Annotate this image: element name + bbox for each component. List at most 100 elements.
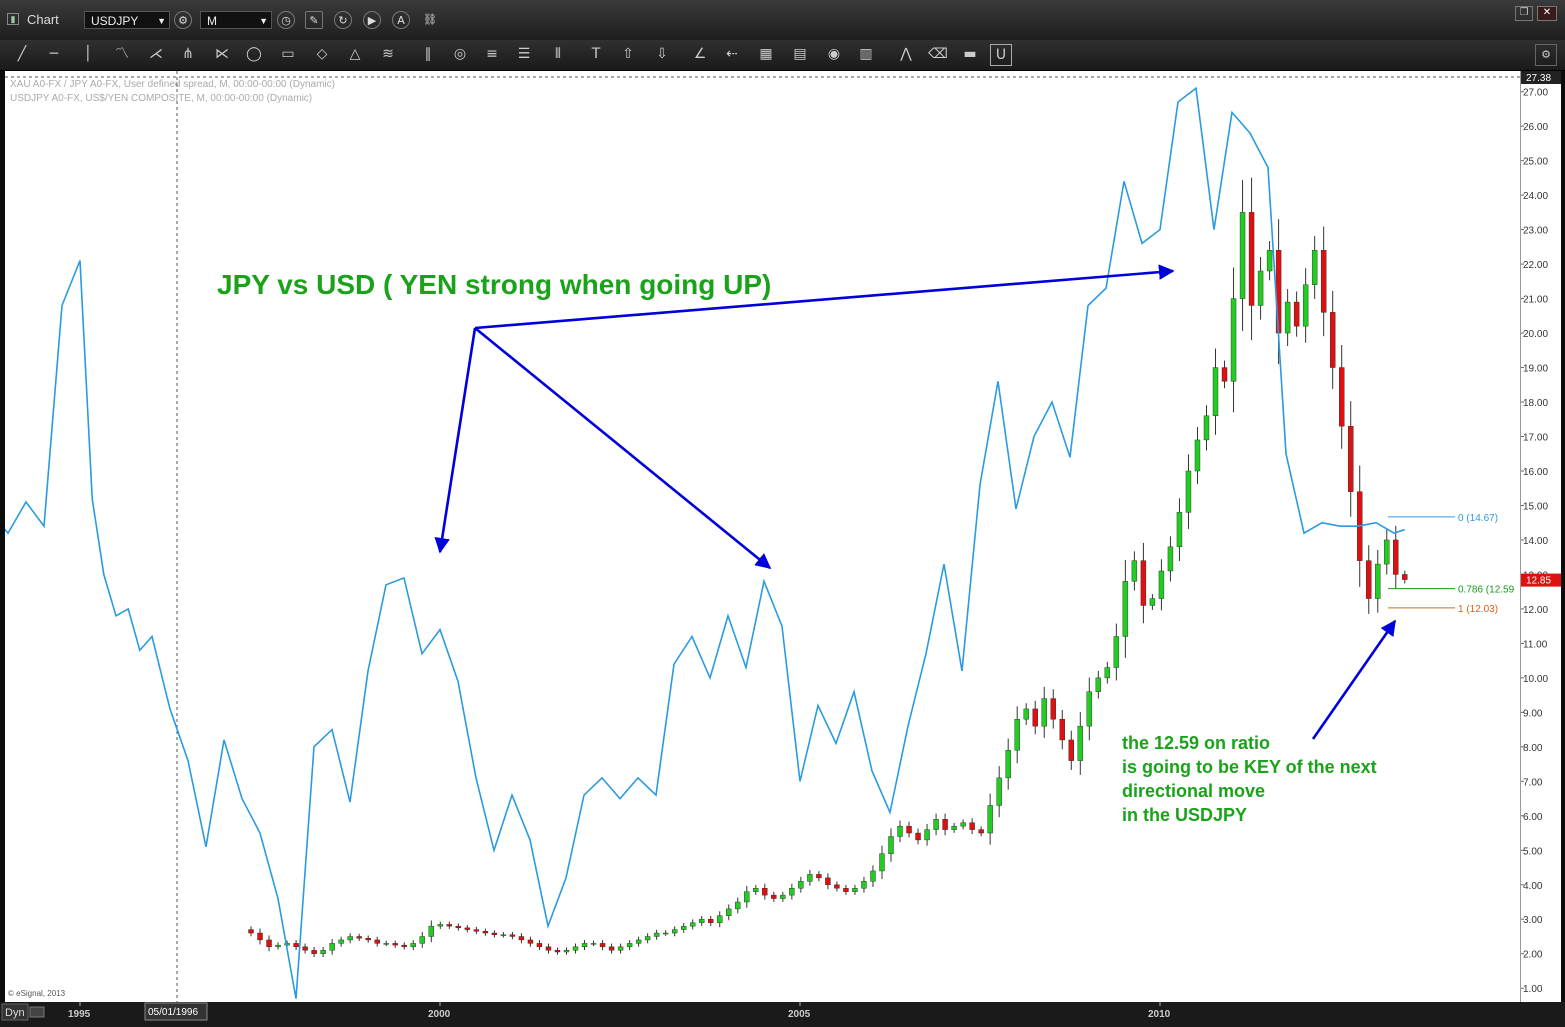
- arrow-up-tool-icon[interactable]: ⇧: [622, 46, 634, 62]
- gann-fan-tool-icon[interactable]: ⋌: [149, 46, 163, 62]
- rectangle-tool-icon[interactable]: ▭: [281, 46, 295, 62]
- candle-body: [906, 825, 912, 834]
- horizontal-line-tool-icon[interactable]: ─: [49, 46, 59, 62]
- copyright-text: © eSignal, 2013: [8, 989, 66, 998]
- candle-body: [834, 884, 840, 889]
- legend-line-1: XAU A0-FX / JPY A0-FX, User defined spre…: [10, 79, 335, 90]
- legend-line-2: USDJPY A0-FX, US$/YEN COMPOSITE, M, 00:0…: [10, 93, 312, 104]
- zigzag-tool-icon[interactable]: ⋀: [900, 46, 912, 62]
- eraser-tool-icon[interactable]: ⌫: [928, 46, 948, 62]
- note-annotation-line: is going to be KEY of the next: [1122, 757, 1377, 777]
- candle-body: [275, 944, 281, 948]
- candle-body: [1059, 719, 1065, 741]
- candle-body: [825, 877, 831, 885]
- candle-body: [780, 894, 786, 899]
- clock-icon[interactable]: ◷: [277, 11, 295, 29]
- candle-body: [1014, 719, 1020, 751]
- pencil-icon[interactable]: ✎: [305, 11, 323, 29]
- candle-body: [1221, 367, 1228, 382]
- time-axis[interactable]: 1995 2000 2005 2010 Dyn 05/01/1996: [0, 1002, 1565, 1027]
- candle-body: [1320, 250, 1327, 313]
- candle-body: [969, 822, 975, 830]
- link-icon[interactable]: ⛓: [423, 13, 437, 26]
- time-zones-tool-icon[interactable]: ⦀: [554, 46, 562, 62]
- arrow-down-tool-icon[interactable]: ⇩: [656, 46, 668, 62]
- chevron-down-icon[interactable]: ▼: [259, 16, 268, 26]
- fibonacci-extension-tool-icon[interactable]: ☰: [517, 46, 531, 62]
- y-tick-label: 4.00: [1523, 881, 1543, 892]
- candle-body: [762, 888, 768, 896]
- interval-field[interactable]: M ▼: [200, 11, 272, 29]
- pti-tool-icon[interactable]: ▥: [859, 46, 873, 62]
- chart-plot-area[interactable]: 0 (14.67) 0.786 (12.59 1 (12.03) XAU A0-FX…: [5, 71, 1520, 1002]
- refresh-icon[interactable]: ↻: [334, 11, 352, 29]
- t3-tool-icon[interactable]: ◉: [827, 46, 841, 62]
- candle-body: [1068, 739, 1074, 761]
- chevron-down-icon[interactable]: ▼: [157, 16, 166, 26]
- candle-body: [888, 836, 894, 854]
- vertical-line-tool-icon[interactable]: │: [83, 46, 93, 62]
- candle-body: [987, 805, 993, 834]
- y-tick-label: 16.00: [1523, 467, 1548, 478]
- close-window-icon[interactable]: ✕: [1537, 6, 1557, 21]
- triangle-tool-icon[interactable]: △: [349, 46, 361, 62]
- y-tick-label: 11.00: [1523, 639, 1548, 650]
- price-axis-svg: 27.00 26.00 25.00 24.00 23.00 22.00 21.00 20.00…: [1521, 71, 1561, 995]
- candle-body: [419, 936, 425, 944]
- restore-window-icon[interactable]: ❐: [1515, 6, 1533, 21]
- candle-body: [735, 901, 741, 910]
- settings-icon[interactable]: ⚙: [174, 11, 192, 29]
- comment-tool-icon[interactable]: ▬: [963, 46, 977, 62]
- candle-body: [843, 888, 849, 892]
- fibonacci-retracement-tool-icon[interactable]: ≡: [486, 46, 498, 62]
- candle-body: [383, 943, 389, 945]
- candle-body: [257, 932, 263, 941]
- candle-body: [473, 929, 480, 932]
- y-tick-label: 18.00: [1523, 398, 1548, 409]
- time-axis-svg: 1995 2000 2005 2010 Dyn 05/01/1996: [0, 1002, 1565, 1027]
- arrow-left-tool-icon[interactable]: ⇠: [726, 46, 738, 62]
- candle-body: [320, 950, 326, 954]
- trendline-tool-icon[interactable]: ╱: [17, 46, 27, 62]
- candle-body: [599, 943, 606, 948]
- ellipse-tool-icon[interactable]: ◯: [246, 46, 262, 62]
- candle-body: [356, 936, 362, 939]
- candle-body: [1167, 546, 1174, 572]
- ratio-series-line: [5, 86, 1406, 999]
- mob-tool-icon[interactable]: ▤: [793, 46, 807, 62]
- y-tick-label: 9.00: [1523, 708, 1543, 719]
- last-price-tag: 12.85: [1526, 576, 1551, 587]
- speed-lines-tool-icon[interactable]: ⋉: [215, 46, 229, 62]
- candle-body: [671, 929, 678, 934]
- channel-tool-icon[interactable]: ≋: [382, 46, 394, 62]
- candle-body: [861, 881, 867, 889]
- text-tool-icon[interactable]: T: [591, 46, 601, 62]
- polyline-tool-icon[interactable]: 〽: [115, 46, 129, 62]
- candle-body: [608, 946, 615, 951]
- price-axis[interactable]: 27.00 26.00 25.00 24.00 23.00 22.00 21.00 20.00…: [1520, 71, 1561, 1002]
- chart-plot-svg[interactable]: 0 (14.67) 0.786 (12.59 1 (12.03) XAU A0-FX…: [5, 71, 1520, 1002]
- arrow-to-2011-peak: [474, 264, 1175, 330]
- fib-label-0-786: 0.786 (12.59: [1458, 585, 1515, 596]
- candle-body: [996, 777, 1002, 806]
- candle-body: [401, 944, 407, 948]
- angle-tool-icon[interactable]: ∠: [693, 46, 707, 62]
- window-title: Chart: [27, 12, 59, 27]
- candle-body: [1032, 708, 1038, 727]
- magnet-tool-icon[interactable]: U: [990, 44, 1012, 66]
- cycles-tool-icon[interactable]: ◎: [453, 46, 467, 62]
- diamond-tool-icon[interactable]: ◇: [316, 46, 328, 62]
- grid-tool-icon[interactable]: ▦: [759, 46, 773, 62]
- candle-body: [662, 932, 669, 935]
- symbol-field[interactable]: USDJPY ▼: [84, 11, 170, 29]
- candle-body: [1302, 284, 1309, 327]
- candle-body: [1131, 560, 1138, 582]
- toolbar-settings-icon[interactable]: ⚙: [1535, 44, 1557, 66]
- candle-body: [1212, 367, 1219, 417]
- candle-body: [1122, 581, 1129, 637]
- play-icon[interactable]: ▶: [363, 11, 381, 29]
- parallel-lines-tool-icon[interactable]: ∥: [424, 46, 432, 62]
- pitchfork-tool-icon[interactable]: ⋔: [182, 46, 194, 62]
- candle-body: [1176, 512, 1183, 548]
- alert-icon[interactable]: A: [392, 11, 410, 29]
